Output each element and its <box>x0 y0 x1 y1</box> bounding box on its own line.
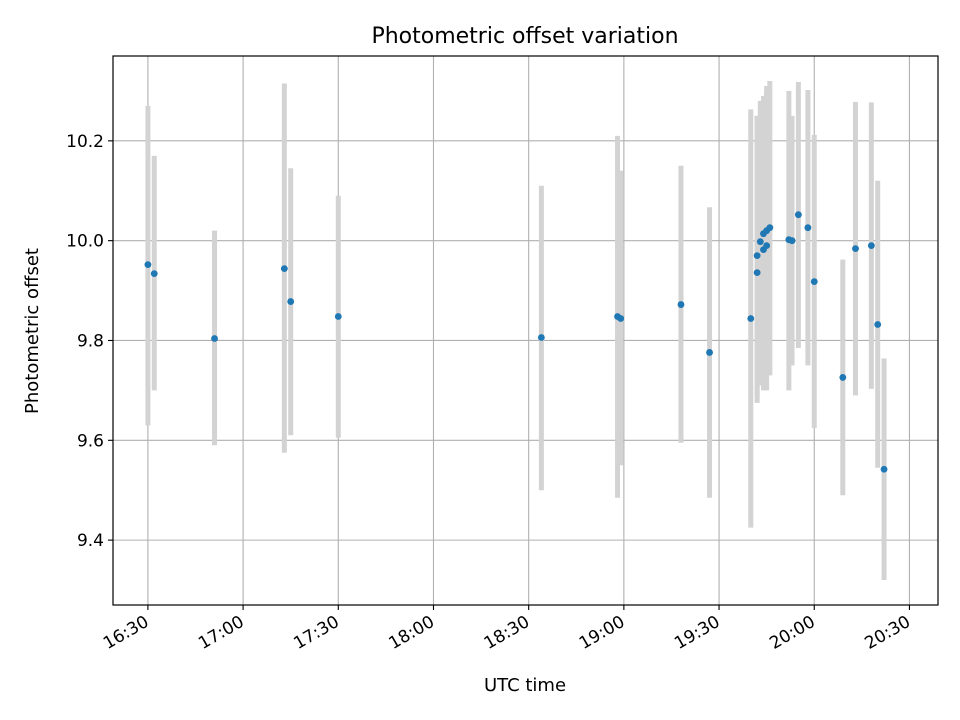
data-point <box>852 245 859 253</box>
data-point <box>753 252 761 260</box>
data-point <box>794 211 802 219</box>
x-axis-label: UTC time <box>484 675 566 696</box>
data-point <box>287 298 295 305</box>
data-point <box>867 242 875 250</box>
y-tick-label: 9.4 <box>77 531 104 551</box>
plot-frame <box>112 55 939 606</box>
data-point <box>810 278 818 285</box>
data-point <box>766 224 774 232</box>
data-point <box>880 465 888 473</box>
data-point <box>211 335 218 342</box>
y-axis-label: Photometric offset <box>22 248 43 414</box>
data-point <box>537 334 545 341</box>
y-tick-label: 10.0 <box>66 232 104 252</box>
data-point <box>763 242 771 250</box>
chart-title: Photometric offset variation <box>371 24 678 49</box>
data-point <box>756 238 764 246</box>
data-point <box>677 301 685 308</box>
data-point <box>144 261 152 269</box>
y-tick-label: 9.6 <box>77 431 104 451</box>
data-point <box>280 265 288 273</box>
data-point <box>804 224 812 232</box>
data-point <box>839 374 847 381</box>
y-tick-label: 10.2 <box>66 132 104 152</box>
data-point <box>747 315 755 322</box>
data-points <box>144 211 888 473</box>
data-point <box>753 269 761 277</box>
data-point <box>334 313 342 320</box>
y-tick-label: 9.8 <box>77 331 104 351</box>
data-point <box>617 315 625 322</box>
data-point <box>874 321 882 328</box>
data-point <box>150 270 158 278</box>
data-point <box>788 237 796 245</box>
data-point <box>706 349 713 356</box>
